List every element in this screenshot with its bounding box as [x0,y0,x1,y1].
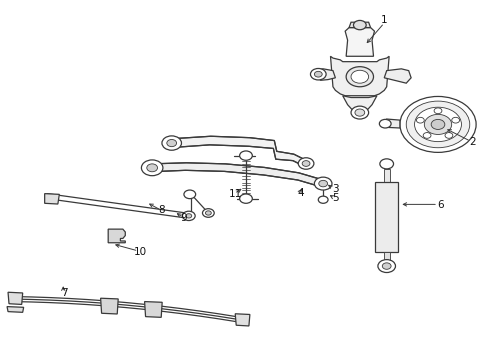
Circle shape [167,139,176,147]
Circle shape [162,136,181,150]
Circle shape [202,209,214,217]
Text: 9: 9 [181,213,187,222]
Circle shape [351,70,368,83]
Polygon shape [375,182,398,252]
Circle shape [400,96,476,152]
Circle shape [423,132,431,138]
Circle shape [240,151,252,160]
Circle shape [147,164,158,172]
Text: 5: 5 [332,193,339,203]
Circle shape [298,158,314,169]
Polygon shape [7,307,24,312]
Polygon shape [383,119,400,128]
Polygon shape [100,298,118,314]
Circle shape [346,67,373,87]
Circle shape [319,180,328,187]
Circle shape [382,263,391,269]
Polygon shape [108,229,125,243]
Text: 7: 7 [61,288,68,298]
Circle shape [311,68,326,80]
Text: 10: 10 [133,247,147,257]
Polygon shape [345,28,374,56]
Circle shape [378,260,395,273]
Circle shape [416,117,424,123]
Circle shape [205,211,211,215]
Circle shape [315,71,322,77]
Text: 4: 4 [298,188,304,198]
Circle shape [240,194,252,203]
Text: 8: 8 [159,206,165,216]
Circle shape [142,160,163,176]
Text: 11: 11 [229,189,242,199]
Circle shape [355,109,365,116]
Polygon shape [384,252,390,264]
Polygon shape [349,22,370,28]
Polygon shape [169,136,306,167]
Polygon shape [384,169,390,184]
Text: 6: 6 [437,200,444,210]
Polygon shape [316,69,335,80]
Circle shape [431,120,445,130]
Circle shape [315,177,332,190]
Polygon shape [45,194,59,204]
Circle shape [184,190,196,199]
Polygon shape [331,56,389,96]
Circle shape [434,108,442,114]
Circle shape [302,161,310,166]
Circle shape [318,196,328,203]
Polygon shape [343,96,377,110]
Polygon shape [8,292,23,305]
Text: 1: 1 [381,15,388,26]
Text: 3: 3 [332,184,339,194]
Circle shape [424,114,452,134]
Polygon shape [145,302,162,318]
Polygon shape [235,314,250,326]
Polygon shape [384,69,411,83]
Polygon shape [151,163,323,187]
Circle shape [379,120,391,128]
Circle shape [452,117,460,123]
Text: 2: 2 [469,138,475,147]
Circle shape [406,101,470,148]
Circle shape [445,132,453,138]
Circle shape [186,214,192,218]
Circle shape [380,159,393,169]
Circle shape [415,107,462,141]
Circle shape [351,106,368,119]
Circle shape [353,21,366,30]
Circle shape [182,211,195,221]
